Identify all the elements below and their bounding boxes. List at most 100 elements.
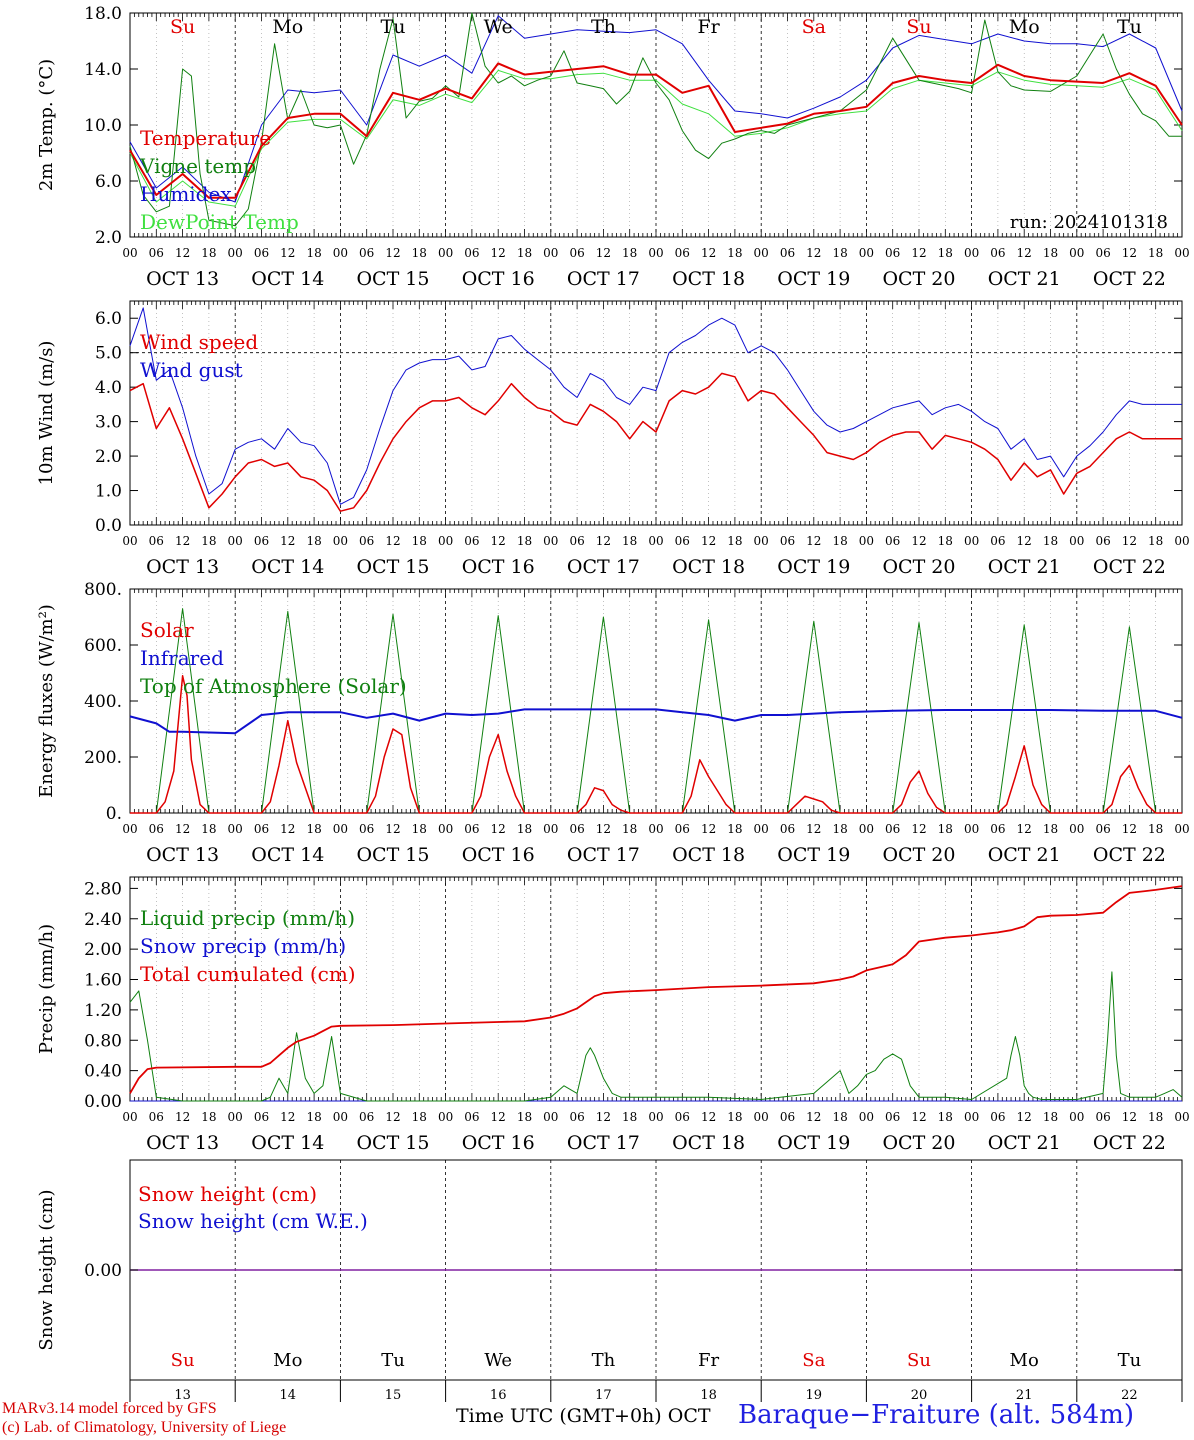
energy-panel: 00 06 12 18 00 06 12 18 00 06 12 18 00 06 12 18 00 06 12 18… xyxy=(36,580,1190,866)
credit-lab: (c) Lab. of Climatology, University of L… xyxy=(2,1419,287,1436)
x-tick-label: 18 xyxy=(727,534,742,548)
day-label: OCT 13 xyxy=(146,1132,219,1154)
weekday-label: Mo xyxy=(1010,1350,1039,1371)
x-tick-label: 12 xyxy=(596,1110,611,1124)
x-tick-label: 06 xyxy=(464,534,479,548)
day-label: OCT 15 xyxy=(356,556,429,578)
weekday-label: Su xyxy=(907,1350,931,1371)
x-tick-label: 06 xyxy=(254,822,269,836)
series-line xyxy=(129,62,1183,199)
x-tick-label: 00 xyxy=(333,246,348,260)
x-tick-label: 18 xyxy=(306,534,321,548)
x-tick-label: 06 xyxy=(149,822,164,836)
credit-model: MARv3.14 model forced by GFS xyxy=(2,1400,217,1417)
y-tick-label: 2.40 xyxy=(84,910,122,930)
x-tick-label: 18 xyxy=(622,246,637,260)
day-label: OCT 16 xyxy=(462,1132,535,1154)
day-number-label: 19 xyxy=(806,1388,823,1403)
day-label: OCT 21 xyxy=(988,1132,1061,1154)
day-label: OCT 16 xyxy=(462,844,535,866)
day-label: OCT 17 xyxy=(567,556,640,578)
y-tick-label: 200. xyxy=(84,748,122,768)
x-tick-label: 06 xyxy=(1095,822,1110,836)
legend-entry: Snow precip (mm/h) xyxy=(140,934,346,958)
x-tick-label: 06 xyxy=(885,822,900,836)
x-tick-label: 00 xyxy=(228,1110,243,1124)
x-tick-label: 18 xyxy=(201,246,216,260)
x-tick-label: 06 xyxy=(149,246,164,260)
legend-entry: Snow height (cm) xyxy=(138,1182,317,1206)
day-label: OCT 14 xyxy=(251,556,324,578)
x-tick-label: 12 xyxy=(1122,822,1137,836)
x-tick-label: 18 xyxy=(412,534,427,548)
day-label: OCT 19 xyxy=(777,268,850,290)
x-tick-label: 06 xyxy=(675,822,690,836)
x-tick-label: 18 xyxy=(938,822,953,836)
y-tick-label: 14.0 xyxy=(84,60,122,80)
x-tick-label: 06 xyxy=(675,534,690,548)
x-tick-label: 00 xyxy=(333,822,348,836)
x-tick-label: 12 xyxy=(1017,1110,1032,1124)
y-axis-label: 10m Wind (m/s) xyxy=(36,341,57,486)
day-label: OCT 18 xyxy=(672,1132,745,1154)
day-label: OCT 22 xyxy=(1093,556,1166,578)
day-label: OCT 22 xyxy=(1093,268,1166,290)
legend-entry: Vigne temp xyxy=(139,154,256,178)
day-number-label: 13 xyxy=(174,1388,191,1403)
y-tick-label: 600. xyxy=(84,636,122,656)
x-tick-label: 06 xyxy=(990,1110,1005,1124)
day-label: OCT 17 xyxy=(567,844,640,866)
series-line xyxy=(130,675,1182,814)
y-tick-label: 0.00 xyxy=(84,1261,122,1281)
x-tick-label: 12 xyxy=(1122,534,1137,548)
x-tick-label: 06 xyxy=(675,246,690,260)
day-label: OCT 15 xyxy=(356,844,429,866)
x-tick-label: 00 xyxy=(1069,534,1084,548)
x-tick-label: 00 xyxy=(122,246,137,260)
legend-entry: Humidex xyxy=(140,182,232,206)
legend-entry: Solar xyxy=(140,618,194,642)
x-tick-label: 12 xyxy=(806,534,821,548)
x-tick-label: 00 xyxy=(964,822,979,836)
y-tick-label: 400. xyxy=(84,692,122,712)
x-tick-label: 18 xyxy=(622,1110,637,1124)
x-tick-label: 18 xyxy=(1148,1110,1163,1124)
day-number-label: 21 xyxy=(1016,1388,1033,1403)
x-tick-label: 00 xyxy=(648,1110,663,1124)
x-tick-label: 18 xyxy=(201,822,216,836)
y-tick-label: 1.20 xyxy=(84,1001,122,1021)
x-tick-label: 06 xyxy=(990,822,1005,836)
x-tick-label: 12 xyxy=(911,1110,926,1124)
legend-entry: Total cumulated (cm) xyxy=(140,962,356,986)
y-tick-label: 0.40 xyxy=(84,1062,122,1082)
x-tick-label: 18 xyxy=(832,534,847,548)
y-tick-label: 0.0 xyxy=(95,516,122,536)
x-tick-label: 18 xyxy=(727,246,742,260)
y-axis-label: Snow height (cm) xyxy=(36,1189,57,1350)
x-tick-label: 06 xyxy=(254,534,269,548)
x-tick-label: 12 xyxy=(491,1110,506,1124)
x-tick-label: 18 xyxy=(412,1110,427,1124)
x-tick-label: 06 xyxy=(569,1110,584,1124)
x-tick-label: 18 xyxy=(517,822,532,836)
day-number-label: 14 xyxy=(280,1388,297,1403)
y-tick-label: 0. xyxy=(106,804,122,824)
x-tick-label: 12 xyxy=(175,1110,190,1124)
x-tick-label: 12 xyxy=(1122,1110,1137,1124)
x-tick-label: 00 xyxy=(859,1110,874,1124)
x-tick-label: 06 xyxy=(254,1110,269,1124)
x-tick-label: 06 xyxy=(885,534,900,548)
day-label: OCT 18 xyxy=(672,844,745,866)
x-tick-label: 18 xyxy=(517,1110,532,1124)
day-label: OCT 21 xyxy=(988,268,1061,290)
x-tick-label: 12 xyxy=(280,534,295,548)
day-number-label: 15 xyxy=(385,1388,402,1403)
x-tick-label: 06 xyxy=(569,534,584,548)
weekday-label: Th xyxy=(591,16,616,38)
x-tick-label: 00 xyxy=(543,246,558,260)
x-tick-label: 00 xyxy=(859,534,874,548)
x-tick-label: 00 xyxy=(333,1110,348,1124)
x-tick-label: 18 xyxy=(622,822,637,836)
day-label: OCT 20 xyxy=(882,1132,955,1154)
legend-entry: Liquid precip (mm/h) xyxy=(140,906,355,930)
